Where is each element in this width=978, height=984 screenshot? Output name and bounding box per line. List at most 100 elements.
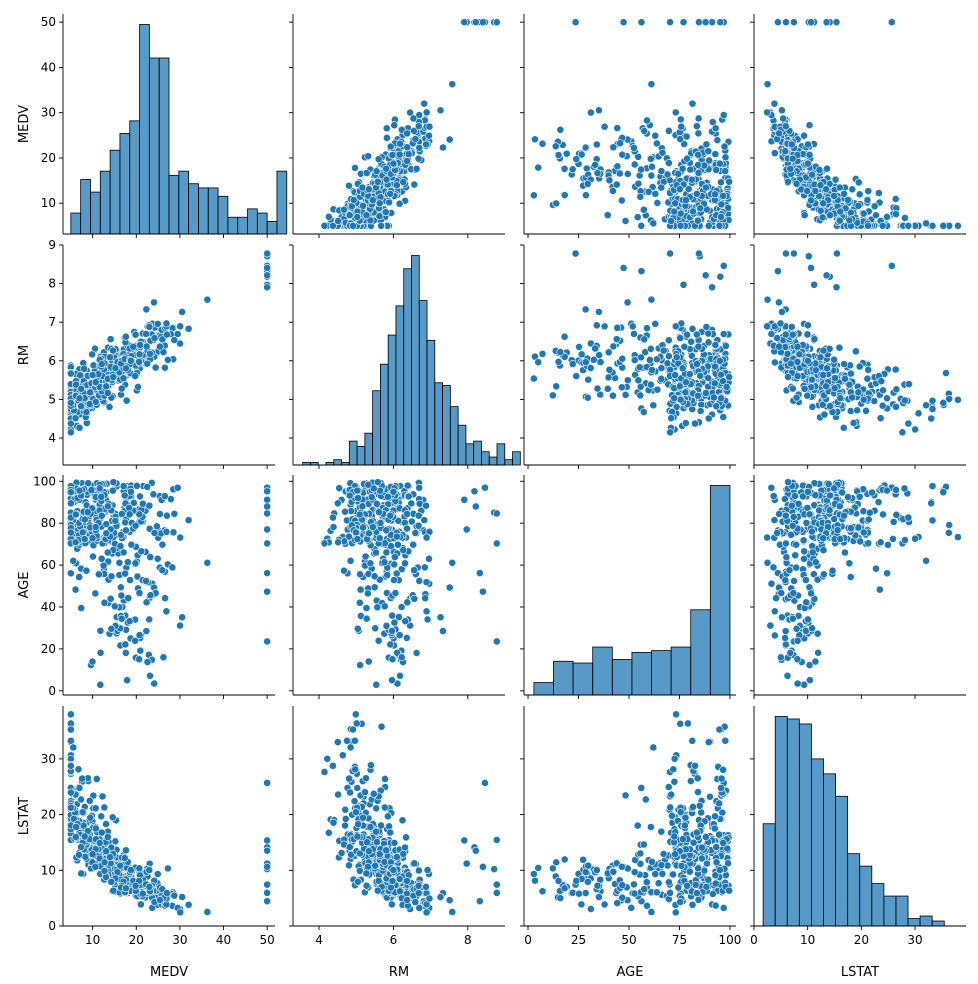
scatter-point [364,152,373,161]
scatter-point [670,207,679,216]
scatter-point [618,354,627,363]
scatter-point [162,319,171,328]
scatter-point [91,398,100,406]
scatter-point [436,613,445,622]
scatter-point [847,524,855,532]
scatter-point [840,189,848,198]
scatter-point [407,499,416,508]
scatter-point [117,614,126,623]
scatter-point [770,631,779,640]
scatter-point [688,900,697,909]
scatter-point [397,653,406,662]
hist-bar-age [631,651,652,696]
scatter-point [683,330,692,339]
scatter-point [380,602,389,611]
scatter-point [398,816,407,825]
scatter-point [781,627,790,635]
scatter-point [538,139,547,148]
hist-bar-rm [333,459,342,466]
scatter-point [353,535,362,543]
hist-bar-medv [237,216,248,235]
scatter-point [630,356,639,365]
scatter-point [643,116,651,125]
scatter-point [162,527,171,536]
scatter-point [676,209,685,218]
scatter-point [145,323,154,331]
y-tick-label: 0 [48,919,56,933]
scatter-point [671,322,680,331]
scatter-point [534,358,543,367]
scatter-point [333,499,342,508]
scatter-point [127,356,135,365]
scatter-point [705,156,714,165]
scatter-point [122,846,130,855]
y-tick-label: 7 [48,315,56,329]
scatter-point [353,877,362,886]
scatter-point [375,199,384,208]
scatter-point [381,775,389,783]
scatter-point [91,589,100,598]
scatter-point [642,878,651,887]
scatter-point [808,170,816,179]
scatter-point [711,362,719,371]
scatter-point [410,127,418,135]
scatter-point [162,511,171,520]
scatter-point [639,408,648,416]
scatter-point [819,346,828,355]
scatter-point [422,140,430,149]
scatter-point [568,888,577,897]
scatter-point [388,627,396,635]
hist-bar-medv [266,221,278,235]
scatter-point [884,540,892,549]
y-tick-label: 10 [41,196,56,210]
scatter-point [628,322,637,331]
scatter-point [583,179,592,188]
scatter-point [609,143,618,152]
scatter-point [143,359,152,368]
hist-bar-medv [227,216,239,235]
scatter-point [490,865,499,874]
scatter-point [900,484,909,493]
hist-bar-medv [148,57,160,235]
scatter-point [414,122,423,131]
hist-bar-medv [188,183,199,235]
scatter-point [789,18,798,27]
scatter-point [460,836,469,845]
scatter-point [770,149,779,158]
scatter-point [704,875,713,884]
scatter-point [825,506,834,515]
scatter-point [784,177,792,186]
scatter-point [562,149,571,158]
scatter-point [263,525,272,534]
scatter-point [773,334,782,342]
scatter-point [819,546,828,555]
scatter-point [815,506,823,515]
scatter-point [403,143,412,152]
scatter-point [701,18,710,27]
scatter-point [161,594,169,603]
scatter-point [471,18,480,27]
scatter-point [892,510,901,519]
scatter-point [445,135,454,144]
scatter-point [657,167,666,175]
scatter-point [329,221,337,230]
scatter-point [664,783,673,791]
scatter-point [178,893,187,901]
scatter-point [804,615,812,624]
scatter-point [91,862,100,871]
scatter-point [770,99,779,108]
scatter-point [409,540,418,549]
scatter-point [787,323,796,331]
scatter-point [529,374,538,383]
scatter-point [335,484,344,493]
scatter-point [667,217,676,225]
scatter-point [922,219,930,228]
scatter-point [80,515,89,524]
scatter-point [692,122,701,131]
scatter-point [637,783,646,792]
scatter-point [372,167,381,176]
scatter-point [792,563,801,572]
scatter-point [621,791,630,800]
y-tick-label: 10 [41,863,56,877]
